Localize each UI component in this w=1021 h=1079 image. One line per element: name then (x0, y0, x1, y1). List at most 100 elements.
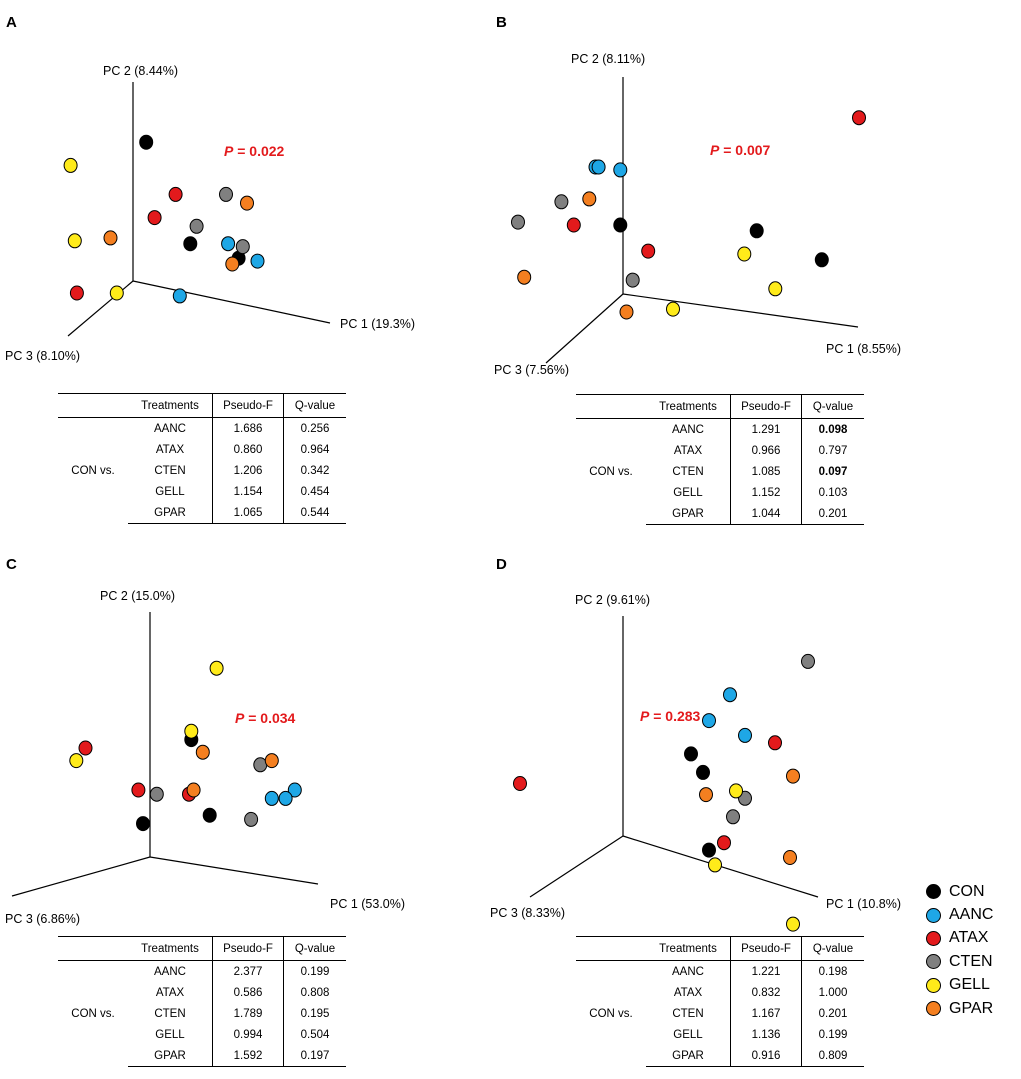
table-row: CTEN 1.085 0.097 (576, 461, 864, 482)
panel-a-axes (67, 82, 331, 337)
point-d-aanc-2 (702, 713, 716, 729)
panel-c-letter: C (6, 556, 17, 573)
point-c-gpar-1 (195, 744, 210, 760)
point-a-atax-1 (168, 186, 183, 202)
point-a-cten-2 (189, 218, 204, 234)
panel-c-pc1-axis (149, 856, 319, 885)
table-header-row: Treatments Pseudo-F Q-value (576, 936, 864, 961)
header-treatments: Treatments (128, 393, 213, 418)
point-b-con-2 (814, 252, 829, 268)
legend-item-cten: CTEN (926, 950, 993, 973)
point-b-con-1 (749, 223, 764, 239)
point-d-aanc-1 (723, 687, 737, 703)
point-d-gpar-2 (786, 768, 800, 784)
table-row: CON vs. AANC 1.221 0.198 (576, 960, 864, 1020)
panel-c-pc3-axis (11, 856, 151, 897)
legend-swatch-aanc (926, 907, 941, 923)
table-row: ATAX 0.832 1.000 (576, 982, 864, 1003)
point-b-gell-3 (666, 301, 680, 317)
panel-a-pc1-label: PC 1 (19.3%) (340, 317, 416, 331)
panel-a-p-value: P = 0.022 (224, 143, 285, 159)
panel-d-p-value: P = 0.283 (640, 708, 701, 724)
table-row: CON vs. AANC 1.291 0.098 (576, 418, 864, 478)
point-a-con-1 (139, 134, 154, 150)
panel-d-pc2-label: PC 2 (9.61%) (575, 593, 651, 607)
point-c-atax-1 (78, 740, 93, 756)
point-a-gell-3 (109, 285, 124, 301)
legend-item-gpar: GPAR (926, 997, 993, 1020)
point-a-aanc-1 (221, 236, 236, 252)
point-b-atax-3 (641, 243, 656, 259)
panel-b-pc3-label: PC 3 (7.56%) (494, 363, 570, 377)
point-c-cten-2 (149, 786, 164, 802)
point-d-con-1 (684, 746, 698, 762)
table-row: ATAX 0.860 0.964 (58, 439, 346, 460)
legend-item-con: CON (926, 880, 993, 903)
panel-b-pc3-axis (545, 293, 624, 364)
point-a-gell-1 (63, 157, 78, 173)
table-row: GPAR 1.065 0.544 (58, 502, 346, 524)
header-q-value: Q-value (283, 393, 346, 418)
table-row: GPAR 1.044 0.201 (576, 503, 864, 525)
point-a-atax-2 (147, 210, 162, 226)
point-c-con-2 (136, 816, 150, 832)
panel-a-letter: A (6, 14, 17, 31)
header-pseudo-f: Pseudo-F (730, 394, 802, 419)
point-c-aanc-1 (264, 790, 279, 806)
point-a-cten-3 (235, 239, 250, 255)
header-q-value: Q-value (801, 394, 864, 419)
point-c-gpar-2 (264, 753, 279, 769)
point-c-gell-3 (69, 753, 84, 769)
header-q-value: Q-value (283, 936, 346, 961)
panel-d-pc3-axis (529, 835, 624, 898)
point-d-gell-3 (786, 916, 800, 932)
legend-item-aanc: AANC (926, 903, 993, 926)
point-c-gell-1 (209, 660, 224, 676)
panel-d-pc1-label: PC 1 (10.8%) (826, 897, 902, 911)
panel-c-pc2-label: PC 2 (15.0%) (100, 589, 176, 603)
point-b-aanc-2 (591, 159, 606, 175)
header-pseudo-f: Pseudo-F (212, 936, 284, 961)
table-row: CTEN 1.206 0.342 (58, 460, 346, 481)
panel-a-pc2-label: PC 2 (8.44%) (103, 64, 179, 78)
table-row: CON vs. AANC 1.686 0.256 (58, 417, 346, 477)
point-d-gell-1 (729, 783, 743, 799)
panel-b-axes (545, 77, 859, 364)
point-d-atax-3 (717, 835, 731, 851)
point-b-gpar-2 (517, 269, 532, 285)
panel-c-axes (11, 612, 319, 897)
point-c-atax-2 (131, 782, 146, 798)
point-d-aanc-3 (738, 727, 752, 743)
point-a-gell-2 (67, 233, 82, 249)
point-a-gpar-3 (225, 256, 240, 272)
point-d-gell-2 (708, 857, 722, 873)
header-pseudo-f: Pseudo-F (730, 936, 802, 961)
legend-item-gell: GELL (926, 974, 993, 997)
scatter-points (63, 110, 866, 932)
point-b-gpar-1 (582, 191, 597, 207)
legend-swatch-atax (926, 930, 941, 946)
panel-a-pc1-axis (132, 280, 331, 324)
point-b-cten-3 (625, 272, 640, 288)
panel-d-letter: D (496, 556, 507, 573)
panel-b-pc1-label: PC 1 (8.55%) (826, 342, 902, 356)
point-b-con-3 (613, 217, 628, 233)
point-d-atax-2 (768, 735, 782, 751)
point-c-gpar-3 (186, 782, 201, 798)
point-b-cten-2 (554, 194, 569, 210)
table-header-row: Treatments Pseudo-F Q-value (576, 394, 864, 419)
table-row: ATAX 0.966 0.797 (576, 440, 864, 461)
point-d-gpar-3 (783, 850, 797, 865)
point-c-aanc-3 (278, 790, 293, 806)
point-c-aanc-2 (287, 782, 302, 798)
table-row: GELL 1.136 0.199 (576, 1024, 864, 1045)
legend: CON AANC ATAX CTEN GELL GPAR (926, 880, 993, 1020)
point-a-aanc-3 (172, 288, 187, 304)
point-c-cten-3 (244, 811, 259, 827)
panel-b-p-value: P = 0.007 (710, 142, 771, 158)
point-a-gpar-2 (103, 230, 118, 246)
point-a-aanc-2 (250, 253, 265, 269)
point-a-gpar-1 (240, 195, 254, 211)
panel-b-stats-table: Treatments Pseudo-F Q-value CON vs. AANC 1… (576, 394, 864, 525)
